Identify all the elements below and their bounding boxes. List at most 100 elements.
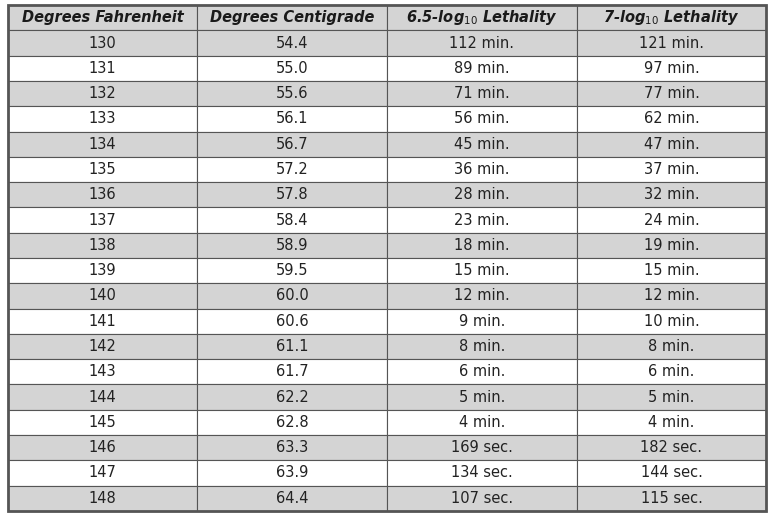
Text: 56 min.: 56 min. xyxy=(454,111,509,126)
Text: 12 min.: 12 min. xyxy=(643,288,700,303)
Bar xyxy=(8,157,197,182)
Bar xyxy=(8,182,197,207)
Text: 55.0: 55.0 xyxy=(276,61,309,76)
Text: 131: 131 xyxy=(89,61,116,76)
Bar xyxy=(577,258,766,283)
Bar xyxy=(197,233,387,258)
Text: 62 min.: 62 min. xyxy=(643,111,700,126)
Bar xyxy=(387,410,577,435)
Text: 37 min.: 37 min. xyxy=(644,162,699,177)
Text: 15 min.: 15 min. xyxy=(644,263,699,278)
Text: 45 min.: 45 min. xyxy=(454,137,509,152)
Text: 71 min.: 71 min. xyxy=(454,86,510,101)
Bar xyxy=(577,309,766,334)
Bar xyxy=(387,283,577,309)
Text: 59.5: 59.5 xyxy=(276,263,308,278)
Bar xyxy=(387,435,577,460)
Bar xyxy=(387,56,577,81)
Bar xyxy=(577,233,766,258)
Text: 64.4: 64.4 xyxy=(276,491,308,506)
Text: 6 min.: 6 min. xyxy=(649,364,694,379)
Bar xyxy=(577,435,766,460)
Bar xyxy=(8,106,197,132)
Bar xyxy=(197,486,387,511)
Bar xyxy=(577,384,766,410)
Text: 139: 139 xyxy=(89,263,116,278)
Text: 62.8: 62.8 xyxy=(276,415,309,430)
Text: 146: 146 xyxy=(89,440,116,455)
Text: 19 min.: 19 min. xyxy=(644,238,699,253)
Bar xyxy=(577,157,766,182)
Text: 142: 142 xyxy=(88,339,117,354)
Text: 137: 137 xyxy=(89,213,116,228)
Bar xyxy=(197,132,387,157)
Text: 32 min.: 32 min. xyxy=(644,187,699,202)
Text: 62.2: 62.2 xyxy=(276,390,309,405)
Text: 63.9: 63.9 xyxy=(276,465,308,480)
Bar xyxy=(8,435,197,460)
Text: 57.2: 57.2 xyxy=(276,162,309,177)
Bar xyxy=(387,30,577,56)
Text: 148: 148 xyxy=(89,491,116,506)
Text: Degrees Centigrade: Degrees Centigrade xyxy=(210,10,375,25)
Text: 143: 143 xyxy=(89,364,116,379)
Text: 23 min.: 23 min. xyxy=(454,213,509,228)
Text: 8 min.: 8 min. xyxy=(459,339,505,354)
Text: 107 sec.: 107 sec. xyxy=(450,491,513,506)
Bar xyxy=(197,309,387,334)
Bar xyxy=(577,81,766,106)
Bar xyxy=(197,334,387,359)
Bar xyxy=(387,233,577,258)
Bar xyxy=(8,410,197,435)
Bar xyxy=(577,56,766,81)
Text: 147: 147 xyxy=(88,465,117,480)
Text: 138: 138 xyxy=(89,238,116,253)
Bar xyxy=(8,460,197,486)
Text: 136: 136 xyxy=(89,187,116,202)
Bar xyxy=(577,30,766,56)
Bar xyxy=(8,334,197,359)
Text: 15 min.: 15 min. xyxy=(454,263,509,278)
Text: 28 min.: 28 min. xyxy=(454,187,510,202)
Text: 6.5-log$_{10}$ Lethality: 6.5-log$_{10}$ Lethality xyxy=(406,8,558,27)
Bar xyxy=(8,81,197,106)
Bar xyxy=(577,334,766,359)
Text: 60.6: 60.6 xyxy=(276,314,309,329)
Text: 133: 133 xyxy=(89,111,116,126)
Text: 4 min.: 4 min. xyxy=(459,415,505,430)
Bar xyxy=(8,233,197,258)
Bar xyxy=(387,106,577,132)
Text: 36 min.: 36 min. xyxy=(454,162,509,177)
Bar xyxy=(8,486,197,511)
Bar xyxy=(197,207,387,233)
Text: 97 min.: 97 min. xyxy=(643,61,700,76)
Bar xyxy=(197,182,387,207)
Text: 140: 140 xyxy=(88,288,117,303)
Bar xyxy=(577,410,766,435)
Bar xyxy=(387,460,577,486)
Text: 12 min.: 12 min. xyxy=(454,288,510,303)
Text: 145: 145 xyxy=(89,415,116,430)
Text: 54.4: 54.4 xyxy=(276,36,308,51)
Text: 112 min.: 112 min. xyxy=(450,36,514,51)
Bar xyxy=(197,384,387,410)
Bar xyxy=(387,182,577,207)
Bar xyxy=(197,435,387,460)
Bar xyxy=(197,30,387,56)
Text: 10 min.: 10 min. xyxy=(643,314,700,329)
Text: 47 min.: 47 min. xyxy=(643,137,700,152)
Text: 24 min.: 24 min. xyxy=(643,213,700,228)
Bar xyxy=(8,132,197,157)
Bar xyxy=(8,359,197,384)
Text: 4 min.: 4 min. xyxy=(649,415,694,430)
Text: 121 min.: 121 min. xyxy=(639,36,704,51)
Text: 7-log$_{10}$ Lethality: 7-log$_{10}$ Lethality xyxy=(604,8,739,27)
Bar xyxy=(8,283,197,309)
Text: Degrees Fahrenheit: Degrees Fahrenheit xyxy=(22,10,183,25)
Bar xyxy=(577,486,766,511)
Bar xyxy=(577,106,766,132)
Text: 144 sec.: 144 sec. xyxy=(641,465,702,480)
Bar xyxy=(577,460,766,486)
Bar xyxy=(197,359,387,384)
Text: 9 min.: 9 min. xyxy=(459,314,505,329)
